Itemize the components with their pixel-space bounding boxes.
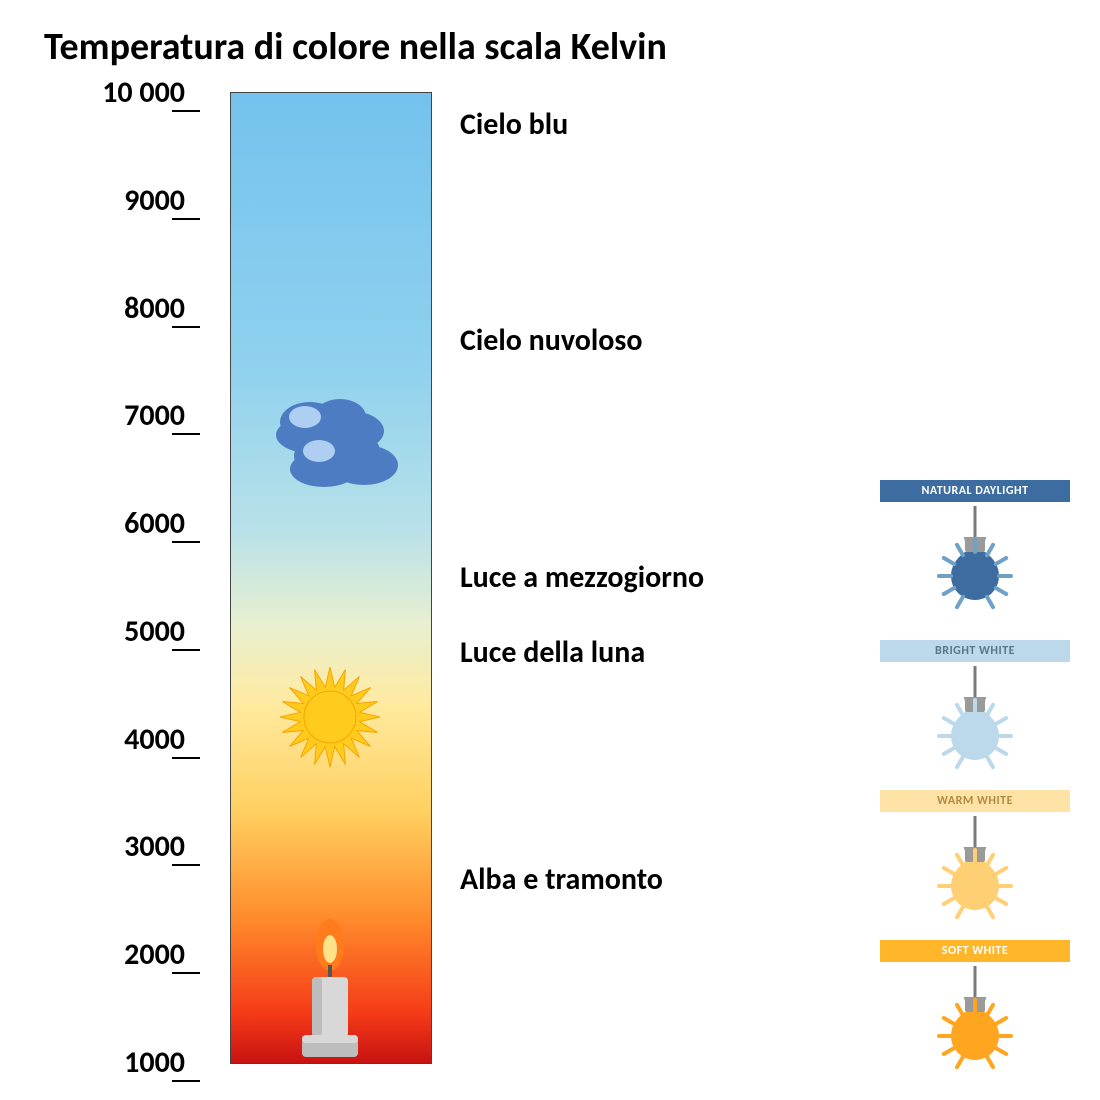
tick-label: 8000 (75, 290, 185, 327)
bulb-icon (880, 966, 1070, 1076)
tick-label: 10 000 (75, 74, 185, 111)
bulb-card: NATURAL DAYLIGHT (880, 480, 1070, 616)
tick-label: 9000 (75, 182, 185, 219)
tick-label: 7000 (75, 397, 185, 434)
tick-mark (172, 757, 200, 759)
tick-mark (172, 110, 200, 112)
bulb-icon (880, 666, 1070, 776)
desc-label: Cielo blu (460, 106, 568, 143)
bulb-card: BRIGHT WHITE (880, 640, 1070, 776)
tick-label: 1000 (75, 1044, 185, 1081)
page-title: Temperatura di colore nella scala Kelvin (44, 24, 667, 70)
tick-mark (172, 864, 200, 866)
bulb-card: SOFT WHITE (880, 940, 1070, 1076)
desc-label: Alba e tramonto (460, 861, 663, 898)
bulb-banner: WARM WHITE (880, 790, 1070, 812)
bulb-card: WARM WHITE (880, 790, 1070, 926)
bulb-icon (880, 506, 1070, 616)
bulb-icon (880, 816, 1070, 926)
desc-label: Luce della luna (460, 634, 645, 671)
tick-mark (172, 218, 200, 220)
tick-label: 3000 (75, 828, 185, 865)
desc-label: Luce a mezzogiorno (460, 559, 704, 596)
tick-label: 4000 (75, 721, 185, 758)
tick-label: 6000 (75, 505, 185, 542)
tick-mark (172, 541, 200, 543)
bulb-banner: BRIGHT WHITE (880, 640, 1070, 662)
tick-mark (172, 649, 200, 651)
desc-label: Cielo nuvoloso (460, 322, 642, 359)
tick-mark (172, 1080, 200, 1082)
tick-label: 2000 (75, 936, 185, 973)
tick-mark (172, 972, 200, 974)
bulb-banner: NATURAL DAYLIGHT (880, 480, 1070, 502)
tick-mark (172, 326, 200, 328)
bulb-banner: SOFT WHITE (880, 940, 1070, 962)
tick-mark (172, 433, 200, 435)
tick-label: 5000 (75, 613, 185, 650)
